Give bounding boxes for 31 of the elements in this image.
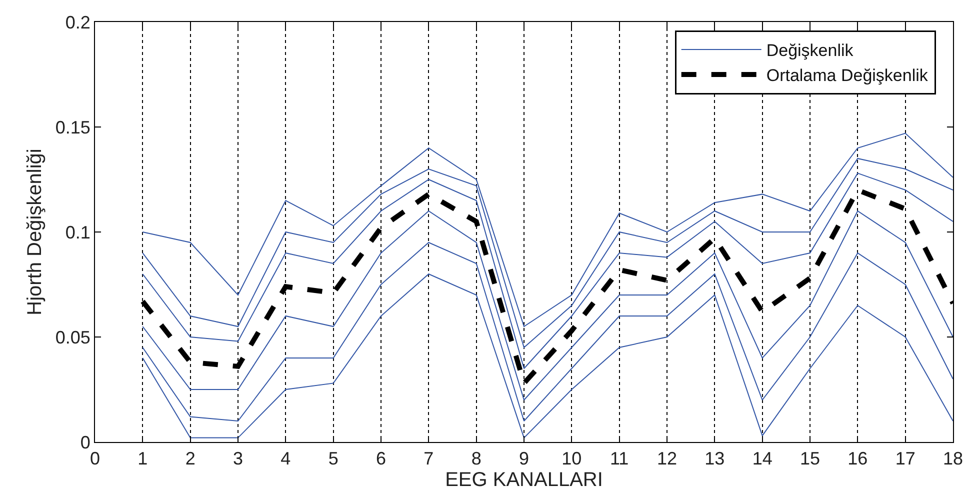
x-tick-label: 18	[942, 448, 964, 469]
x-tick-label: 2	[185, 448, 196, 469]
line-series	[142, 210, 953, 400]
line-series	[142, 274, 953, 438]
x-tick-label: 1	[138, 448, 148, 469]
x-tick-label: 16	[848, 448, 868, 469]
x-tick-label: 12	[656, 448, 678, 469]
x-tick-label: 3	[232, 448, 244, 469]
x-tick-label: 11	[610, 448, 629, 469]
line-series	[142, 242, 953, 422]
y-tick-label: 0	[80, 432, 90, 452]
legend-label: Ortalama Değişkenlik	[766, 66, 928, 86]
x-tick-label: 10	[562, 448, 582, 469]
x-tick-label: 4	[280, 448, 291, 469]
legend-label: Değişkenlik	[766, 41, 854, 60]
y-axis-title: Hjorth Değişkenliği	[24, 148, 46, 316]
y-tick-label: 0.05	[55, 327, 90, 348]
x-tick-label: 6	[376, 448, 386, 469]
x-tick-label: 17	[895, 448, 916, 469]
y-tick-label: 0.1	[65, 222, 90, 242]
line-series	[142, 172, 953, 369]
x-tick-label: 8	[471, 448, 482, 469]
y-tick-label: 0.2	[65, 12, 90, 32]
x-tick-label: 14	[752, 448, 772, 469]
x-tick-label: 15	[800, 448, 820, 469]
x-tick-label: 9	[518, 448, 530, 469]
y-tick-label: 0.15	[55, 117, 90, 138]
x-tick-label: 7	[424, 448, 434, 469]
x-axis-title: EEG KANALLARI	[445, 469, 603, 492]
x-tick-label: 5	[328, 448, 338, 469]
x-tick-label: 13	[704, 448, 725, 469]
